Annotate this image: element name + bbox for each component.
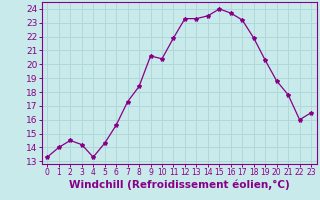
X-axis label: Windchill (Refroidissement éolien,°C): Windchill (Refroidissement éolien,°C)	[69, 180, 290, 190]
